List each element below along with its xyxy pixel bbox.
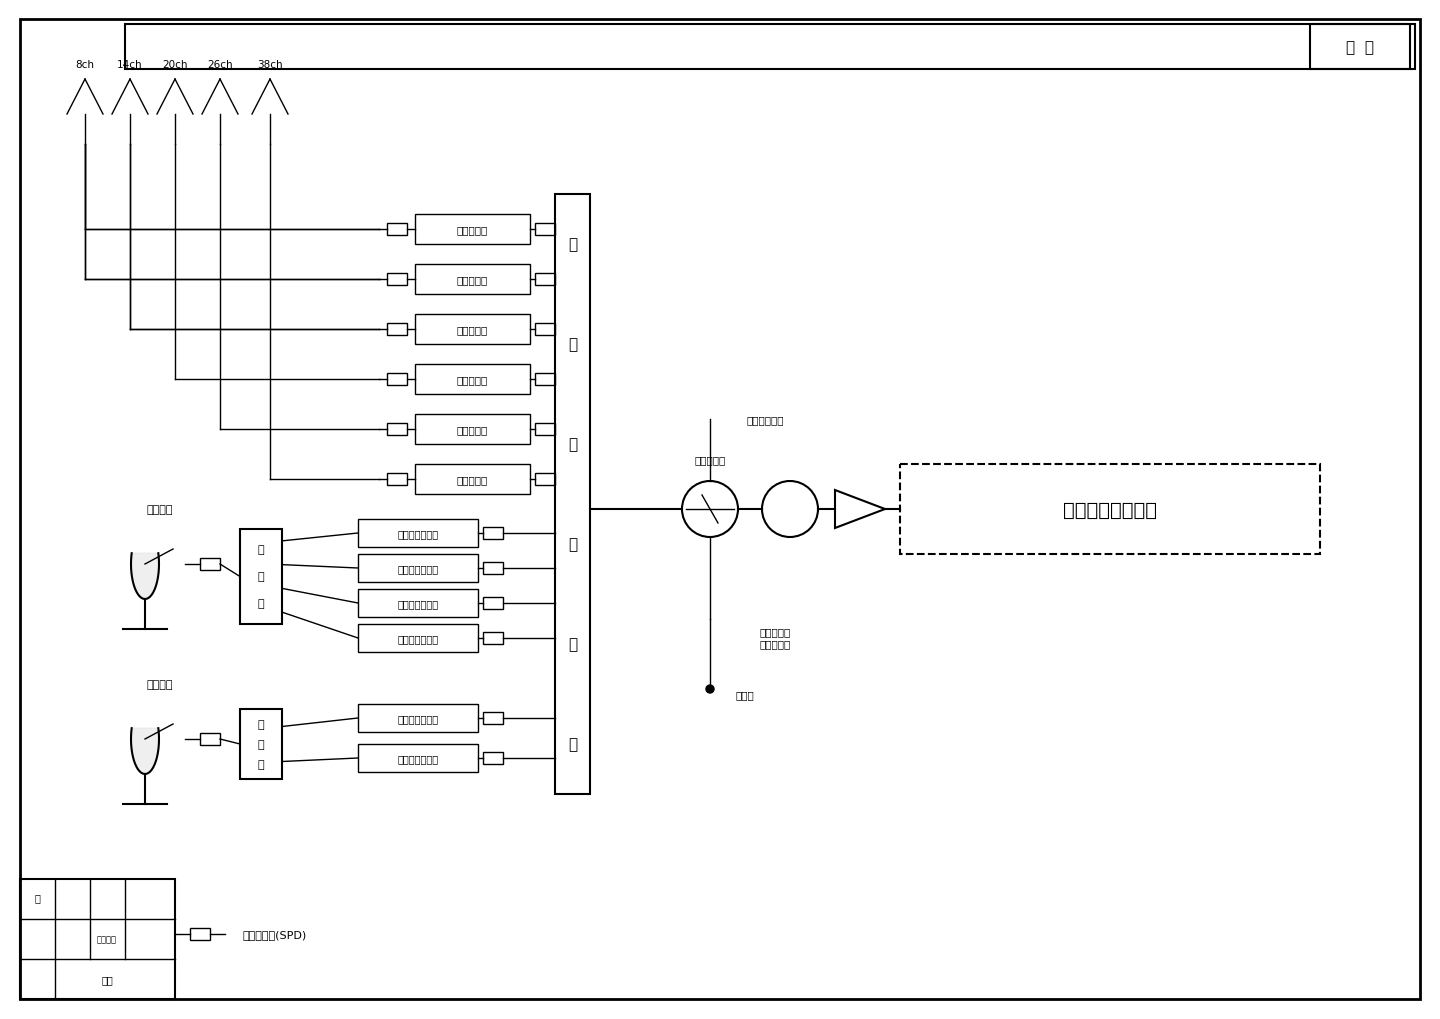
Bar: [387, 274, 408, 285]
Text: 分: 分: [258, 739, 265, 749]
Bar: [482, 528, 503, 539]
Text: 六: 六: [567, 337, 577, 353]
Text: 电视转换器: 电视转换器: [456, 225, 488, 234]
Text: 亚太一号: 亚太一号: [147, 680, 173, 689]
Bar: [536, 474, 554, 485]
Text: 混: 混: [567, 537, 577, 552]
Text: 卫星电视接收器: 卫星电视接收器: [397, 753, 439, 763]
Bar: [200, 558, 220, 571]
Text: 14ch: 14ch: [117, 60, 143, 70]
Bar: [190, 928, 210, 941]
Text: 卫星电视接收器: 卫星电视接收器: [397, 598, 439, 608]
Bar: [536, 324, 554, 335]
Bar: [482, 597, 503, 609]
Text: 签: 签: [35, 892, 40, 902]
Bar: [387, 324, 408, 335]
Bar: [536, 274, 554, 285]
Text: 38ch: 38ch: [258, 60, 282, 70]
Bar: [482, 633, 503, 644]
Text: 合  图: 合 图: [1346, 41, 1374, 55]
Bar: [359, 744, 478, 772]
Bar: [359, 704, 478, 733]
Text: 绘图校对: 绘图校对: [96, 934, 117, 944]
Bar: [415, 265, 530, 294]
Text: 测试点: 测试点: [736, 689, 755, 699]
Text: 合: 合: [567, 637, 577, 652]
Text: 十: 十: [567, 237, 577, 253]
Bar: [359, 589, 478, 618]
Bar: [200, 734, 220, 745]
Circle shape: [706, 686, 714, 693]
Text: 卫星电视接收器: 卫星电视接收器: [397, 634, 439, 643]
Bar: [536, 374, 554, 385]
Bar: [240, 530, 282, 625]
Bar: [387, 474, 408, 485]
Text: 器: 器: [258, 759, 265, 769]
Bar: [359, 520, 478, 547]
Bar: [482, 562, 503, 575]
Text: 8ch: 8ch: [75, 60, 95, 70]
Text: 卫星电视接收器: 卫星电视接收器: [397, 713, 439, 723]
Text: 楼内有线电视系统: 楼内有线电视系统: [1063, 500, 1156, 519]
Bar: [415, 415, 530, 444]
Text: 卫星电视接收器: 卫星电视接收器: [397, 564, 439, 574]
Bar: [536, 224, 554, 235]
Text: 功: 功: [258, 719, 265, 730]
Bar: [359, 625, 478, 652]
Text: 路: 路: [567, 437, 577, 452]
Text: 市有线电视
联网输入口: 市有线电视 联网输入口: [759, 627, 791, 648]
Text: 审核: 审核: [101, 974, 112, 984]
Polygon shape: [131, 553, 158, 599]
Text: 电视转换器: 电视转换器: [456, 375, 488, 384]
Polygon shape: [131, 729, 158, 774]
Bar: [415, 465, 530, 494]
Bar: [415, 315, 530, 344]
Bar: [482, 712, 503, 725]
Text: 电视转换器: 电视转换器: [456, 275, 488, 284]
Bar: [387, 424, 408, 435]
Bar: [240, 709, 282, 780]
Text: 亚洲一号: 亚洲一号: [147, 504, 173, 515]
Bar: [900, 465, 1320, 554]
Bar: [482, 752, 503, 764]
Text: 20ch: 20ch: [163, 60, 187, 70]
Bar: [415, 215, 530, 245]
Text: 分: 分: [258, 572, 265, 582]
Text: 26ch: 26ch: [207, 60, 233, 70]
Text: 器: 器: [567, 737, 577, 752]
Bar: [387, 374, 408, 385]
Text: 电视转换器: 电视转换器: [456, 325, 488, 334]
Bar: [359, 554, 478, 583]
Text: 功: 功: [258, 544, 265, 554]
Bar: [125, 25, 1416, 70]
Text: 器: 器: [258, 598, 265, 608]
Bar: [415, 365, 530, 394]
Text: 电视转换器: 电视转换器: [456, 475, 488, 484]
Bar: [554, 195, 590, 794]
Text: 定向耦合器: 定向耦合器: [694, 454, 726, 465]
Bar: [387, 224, 408, 235]
Text: 卫星电视接收器: 卫星电视接收器: [397, 529, 439, 538]
Text: 电视监视器口: 电视监视器口: [746, 415, 783, 425]
Bar: [536, 424, 554, 435]
Text: 电视转换器: 电视转换器: [456, 425, 488, 434]
Bar: [1310, 25, 1410, 70]
Bar: [20, 879, 176, 999]
Text: 电涌保护器(SPD): 电涌保护器(SPD): [243, 929, 307, 940]
